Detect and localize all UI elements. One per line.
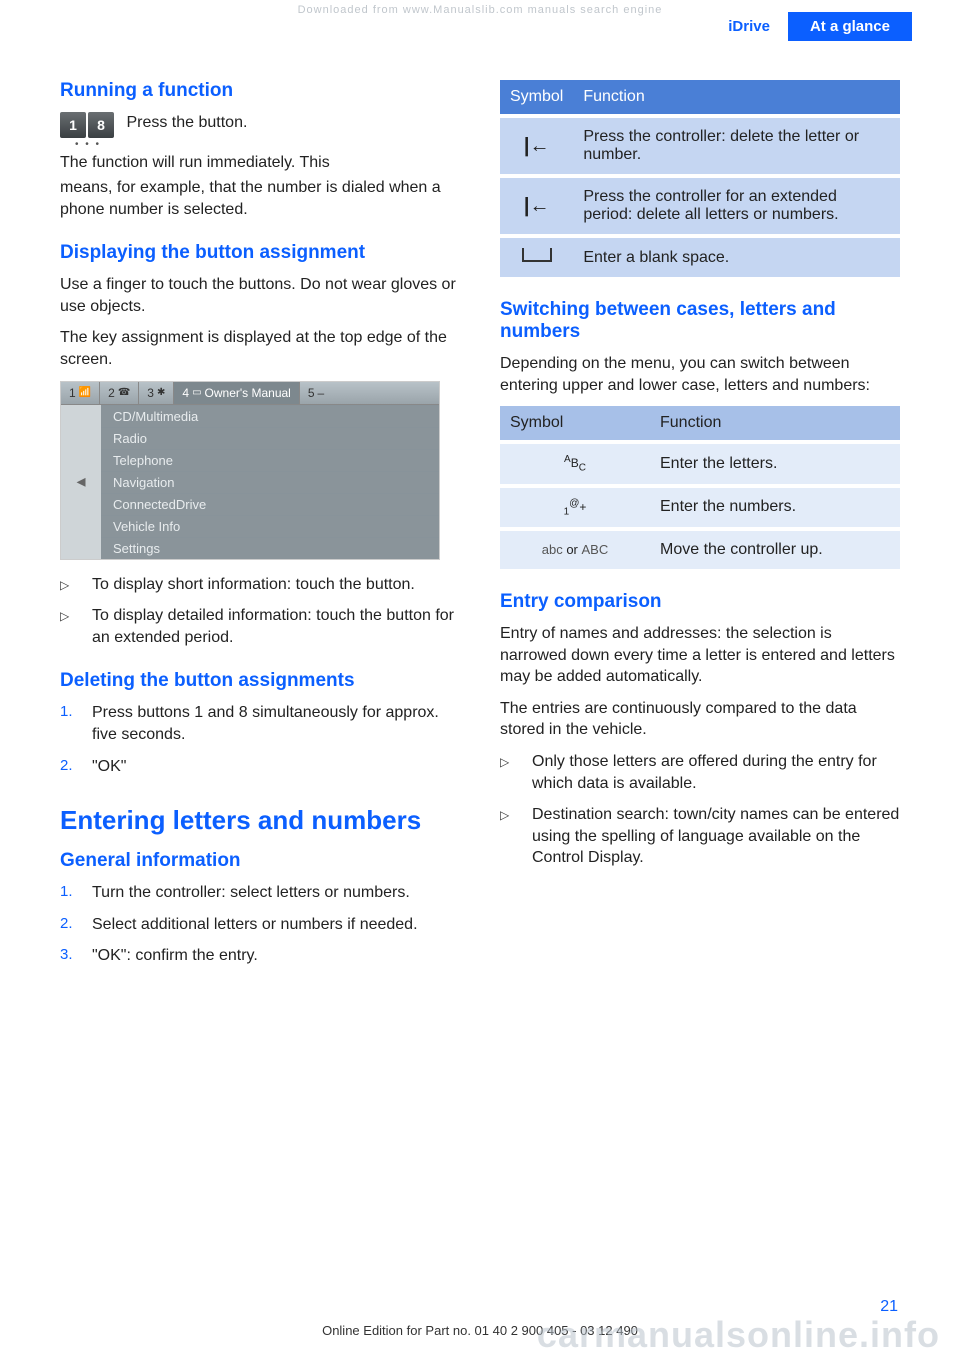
list-item: 3. "OK": confirm the entry. — [60, 945, 460, 967]
header-section: iDrive — [710, 12, 788, 41]
table-row: |← Press the controller: delete the lett… — [500, 116, 900, 176]
symbol-backspace-icon: |← — [500, 116, 573, 176]
table-header-row: Symbol Function — [500, 80, 900, 116]
text: Select additional letters or numbers if … — [92, 914, 418, 936]
text: "OK": confirm the entry. — [92, 945, 258, 967]
paragraph: means, for example, that the number is d… — [60, 177, 460, 220]
symbol-abc-icon: ABC — [500, 442, 650, 485]
delete-steps: 1. Press buttons 1 and 8 simultaneously f… — [60, 702, 460, 777]
table-row: ABC Enter the letters. — [500, 442, 900, 485]
screenshot-menu: CD/Multimedia Radio Telephone Navigation… — [101, 405, 439, 559]
crumb: 3✱ — [139, 382, 174, 404]
function-cell: Move the controller up. — [650, 529, 900, 569]
screenshot-breadcrumb: 1📶 2☎ 3✱ 4▭ Owner's Manual 5 – — [61, 382, 439, 405]
right-column: Symbol Function |← Press the controller:… — [500, 80, 900, 977]
heading-entering-letters: Entering letters and numbers — [60, 805, 460, 836]
step-number: 2. — [60, 914, 78, 936]
entry-bullets: ▷ Only those letters are offered during t… — [500, 751, 900, 869]
text: To display detailed information: touch t… — [92, 605, 460, 648]
triangle-icon: ▷ — [60, 605, 78, 648]
menu-item: Navigation — [101, 471, 439, 493]
paragraph: Entry of names and addresses: the select… — [500, 623, 900, 688]
table-row: Enter a blank space. — [500, 236, 900, 277]
paragraph: Use a finger to touch the buttons. Do no… — [60, 274, 460, 317]
menu-item: Telephone — [101, 449, 439, 471]
heading-displaying-assignment: Displaying the button assignment — [60, 242, 460, 264]
triangle-icon: ▷ — [500, 751, 518, 794]
list-item: ▷Destination search: town/city names can… — [500, 804, 900, 869]
heading-entry-comparison: Entry comparison — [500, 591, 900, 613]
crumb: 2☎ — [100, 382, 139, 404]
text: The function will run immediately. This — [60, 154, 330, 171]
step-number: 2. — [60, 756, 78, 778]
screenshot-body: ◂ CD/Multimedia Radio Telephone Navigati… — [61, 405, 439, 559]
menu-item: Settings — [101, 537, 439, 559]
symbol-numbers-icon: 1@+ — [500, 486, 650, 529]
step-number: 1. — [60, 702, 78, 745]
button-1-8-icon: 18• • • — [60, 112, 116, 152]
function-cell: Press the controller: delete the letter … — [573, 116, 900, 176]
text: Only those letters are offered during th… — [532, 751, 900, 794]
watermark-header: Downloaded from www.Manualslib.com manua… — [298, 4, 663, 16]
crumb: 5 – — [300, 382, 332, 404]
header-chapter: At a glance — [788, 12, 912, 41]
symbol-space-icon — [500, 236, 573, 277]
symbol-table-2: Symbol Function ABC Enter the letters. 1… — [500, 406, 900, 569]
function-cell: Enter the letters. — [650, 442, 900, 485]
list-item: ▷ To display short information: touch the… — [60, 574, 460, 596]
menu-item: Radio — [101, 427, 439, 449]
heading-general-info: General information — [60, 850, 460, 872]
step-number: 1. — [60, 882, 78, 904]
table-row: |← Press the controller for an extended … — [500, 176, 900, 236]
paragraph: The key assignment is displayed at the t… — [60, 327, 460, 370]
list-item: ▷ To display detailed information: touch … — [60, 605, 460, 648]
idrive-screenshot: 1📶 2☎ 3✱ 4▭ Owner's Manual 5 – ◂ CD/Mult… — [60, 381, 440, 560]
crumb: 1📶 — [61, 382, 100, 404]
menu-item: Vehicle Info — [101, 515, 439, 537]
heading-running-function: Running a function — [60, 80, 460, 102]
symbol-backspace-hold-icon: |← — [500, 176, 573, 236]
list-item: 1. Turn the controller: select letters or… — [60, 882, 460, 904]
triangle-icon: ▷ — [60, 574, 78, 596]
th-function: Function — [573, 80, 900, 116]
page-header: iDrive At a glance — [710, 12, 912, 41]
heading-deleting-assignments: Deleting the button assignments — [60, 670, 460, 692]
text: Turn the controller: select letters or n… — [92, 882, 410, 904]
list-item: 2. "OK" — [60, 756, 460, 778]
function-cell: Enter the numbers. — [650, 486, 900, 529]
text: Destination search: town/city names can … — [532, 804, 900, 869]
paragraph: The entries are continuously compared to… — [500, 698, 900, 741]
menu-item: CD/Multimedia — [101, 405, 439, 427]
general-steps: 1. Turn the controller: select letters or… — [60, 882, 460, 967]
symbol-table-1: Symbol Function |← Press the controller:… — [500, 80, 900, 277]
th-symbol: Symbol — [500, 80, 573, 116]
watermark: carmanualsonline.info — [537, 1314, 940, 1356]
function-cell: Enter a blank space. — [573, 236, 900, 277]
table-header-row: Symbol Function — [500, 406, 900, 442]
text: "OK" — [92, 756, 126, 778]
list-item: 1. Press buttons 1 and 8 simultaneously f… — [60, 702, 460, 745]
list-item: 2. Select additional letters or numbers i… — [60, 914, 460, 936]
th-function: Function — [650, 406, 900, 442]
paragraph: 18• • • Press the button. The function w… — [60, 112, 460, 173]
table-row: abc or ABC Move the controller up. — [500, 529, 900, 569]
function-cell: Press the controller for an extended per… — [573, 176, 900, 236]
menu-item: ConnectedDrive — [101, 493, 439, 515]
list-item: ▷ Only those letters are offered during t… — [500, 751, 900, 794]
paragraph: Depending on the menu, you can switch be… — [500, 353, 900, 396]
th-symbol: Symbol — [500, 406, 650, 442]
crumb-active: 4▭ Owner's Manual — [174, 382, 299, 404]
text: To display short information: touch the … — [92, 574, 415, 596]
screenshot-left-arrow: ◂ — [61, 405, 101, 559]
page-content: Running a function 18• • • Press the but… — [60, 80, 900, 977]
left-column: Running a function 18• • • Press the but… — [60, 80, 460, 977]
text: Press buttons 1 and 8 simultaneously for… — [92, 702, 460, 745]
display-bullets: ▷ To display short information: touch the… — [60, 574, 460, 649]
table-row: 1@+ Enter the numbers. — [500, 486, 900, 529]
heading-switching-cases: Switching between cases, letters and num… — [500, 299, 900, 343]
symbol-case-icon: abc or ABC — [500, 529, 650, 569]
step-number: 3. — [60, 945, 78, 967]
triangle-icon: ▷ — [500, 804, 518, 869]
text: Press the button. — [126, 114, 247, 131]
